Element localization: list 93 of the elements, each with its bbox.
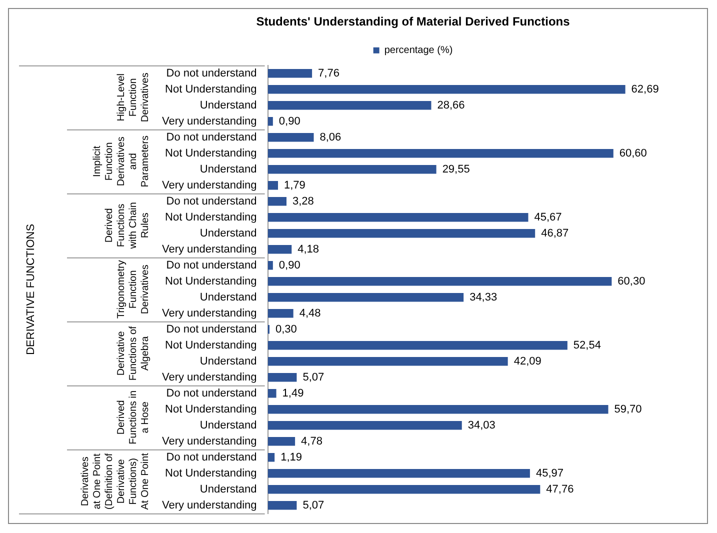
data-label: 1,49 — [282, 387, 304, 400]
bar — [268, 117, 273, 126]
y-tick-label: Do not understand — [166, 323, 257, 336]
data-label: 0,90 — [278, 115, 300, 128]
bar — [268, 341, 568, 350]
bar — [268, 421, 462, 430]
data-label: 28,66 — [437, 99, 465, 112]
data-label: 42,09 — [514, 355, 542, 368]
bar — [268, 405, 608, 414]
data-label: 5,07 — [302, 499, 324, 512]
data-label: 45,97 — [536, 467, 564, 480]
bar — [268, 85, 626, 94]
data-label: 60,60 — [619, 147, 647, 160]
bar — [268, 309, 294, 318]
y-tick-label: Understand — [200, 419, 257, 432]
bar — [268, 485, 540, 494]
bar — [268, 69, 312, 78]
data-label: 29,55 — [442, 163, 470, 176]
y-tick-label: Understand — [200, 355, 257, 368]
y-tick-label: Not Understanding — [165, 467, 257, 480]
data-label: 8,06 — [320, 131, 342, 144]
data-label: 34,03 — [468, 419, 496, 432]
data-label: 4,48 — [299, 307, 321, 320]
y-tick-label: Very understanding — [162, 371, 257, 384]
bar — [268, 101, 432, 110]
y-tick-label: Very understanding — [162, 243, 257, 256]
y-tick-label: Understand — [200, 291, 257, 304]
text: Derived Functions in a Hose — [116, 390, 151, 444]
y-tick-label: Not Understanding — [165, 403, 257, 416]
y-tick-label: Not Understanding — [165, 83, 257, 96]
text: Implicit Function Derivatives and Parameters — [92, 136, 151, 188]
bar — [268, 389, 276, 398]
bar — [268, 261, 273, 270]
y-tick-label: Not Understanding — [165, 147, 257, 160]
data-label: 7,76 — [318, 67, 340, 80]
y-tick-label: Understand — [200, 99, 257, 112]
data-label: 0,90 — [278, 259, 300, 272]
y-tick-label: Very understanding — [162, 499, 257, 512]
y-tick-label: Not Understanding — [165, 339, 257, 352]
data-label: 4,78 — [301, 435, 322, 448]
y-tick-label: Not Understanding — [165, 211, 257, 224]
text: Derivative Functions of Algebra — [116, 326, 151, 381]
y-tick-label: Do not understand — [166, 195, 257, 208]
data-label: 62,69 — [631, 83, 659, 96]
bar — [268, 197, 286, 206]
y-tick-label: Very understanding — [162, 115, 257, 128]
y-tick-label: Very understanding — [162, 307, 257, 320]
bar — [268, 469, 530, 478]
bar — [268, 245, 292, 254]
bar — [268, 181, 278, 190]
data-label: 60,30 — [618, 275, 646, 288]
data-label: 4,18 — [298, 243, 320, 256]
y-tick-label: Very understanding — [162, 179, 257, 192]
legend-label: percentage (%) — [384, 45, 453, 56]
bar — [268, 357, 508, 366]
data-label: 47,76 — [546, 483, 574, 496]
data-label: 59,70 — [614, 403, 642, 416]
y-tick-label: Not Understanding — [165, 275, 257, 288]
y-tick-label: Understand — [200, 163, 257, 176]
data-label: 5,07 — [302, 371, 324, 384]
data-label: 45,67 — [534, 211, 562, 224]
y-tick-label: Do not understand — [166, 451, 257, 464]
bar — [268, 165, 436, 174]
text: Derivatives at One Point (Definition of Derivative Functions) At One Point — [80, 452, 151, 510]
bar — [268, 229, 536, 238]
data-label: 1,19 — [280, 451, 302, 464]
data-label: 46,87 — [541, 227, 569, 240]
y-tick-label: Do not understand — [166, 259, 257, 272]
bar — [268, 213, 528, 222]
text: Derived Functions with Chain Rules — [104, 202, 151, 250]
chart-title: Students' Understanding of Material Derived Functions — [256, 14, 570, 29]
bar — [268, 501, 297, 510]
data-label: 0,30 — [276, 323, 297, 336]
y-tick-label: Very understanding — [162, 435, 257, 448]
data-label: 52,54 — [573, 339, 601, 352]
text: Trigonometry Function Derivatives — [116, 260, 151, 319]
y-tick-label: Do not understand — [166, 67, 257, 80]
y-tick-label: Do not understand — [166, 387, 257, 400]
text: High-Level Function Derivatives — [116, 72, 151, 122]
bar — [268, 133, 314, 142]
bar — [268, 373, 297, 382]
bar — [268, 277, 612, 286]
data-label: 1,79 — [284, 179, 306, 192]
bar — [268, 453, 275, 462]
bar — [268, 437, 296, 446]
y-tick-label: Understand — [200, 227, 257, 240]
y-tick-label: Do not understand — [166, 131, 257, 144]
data-label: 3,28 — [292, 195, 314, 208]
y-tick-label: Understand — [200, 483, 257, 496]
bar — [268, 293, 464, 302]
data-label: 34,33 — [470, 291, 498, 304]
bar — [268, 149, 614, 158]
text: DERIVATIVE FUNCTIONS — [25, 224, 38, 355]
